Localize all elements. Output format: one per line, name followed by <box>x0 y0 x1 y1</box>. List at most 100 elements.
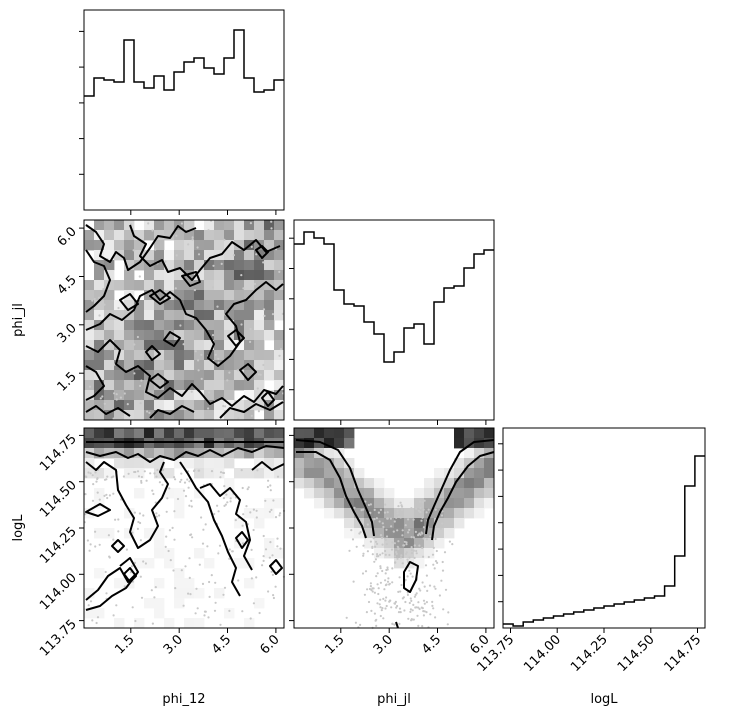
density-cell <box>164 488 175 499</box>
scatter-point <box>399 556 402 559</box>
scatter-point <box>217 361 220 364</box>
scatter-point <box>351 538 355 541</box>
scatter-point <box>242 513 245 516</box>
density-cell <box>214 330 225 341</box>
scatter-point <box>95 480 98 483</box>
histogram-phi_jl <box>294 231 494 363</box>
scatter-point <box>415 549 418 553</box>
density-cell <box>184 350 195 361</box>
density-cell <box>234 468 245 479</box>
density-cell <box>224 488 235 499</box>
density-cell <box>244 578 255 589</box>
density-cell <box>384 548 395 559</box>
scatter-point <box>261 564 264 567</box>
density-cell <box>194 260 205 271</box>
density-cell <box>124 300 135 311</box>
density-cell <box>194 230 205 241</box>
scatter-point <box>106 475 109 478</box>
scatter-point <box>415 606 418 609</box>
density-cell <box>94 330 105 341</box>
density-cell <box>124 360 135 371</box>
density-cell <box>174 350 185 361</box>
scatter-point <box>355 545 358 548</box>
scatter-point <box>412 618 415 621</box>
scatter-point <box>441 569 445 572</box>
scatter-point <box>201 542 205 545</box>
density-cell <box>94 468 105 479</box>
density-cell <box>434 498 445 509</box>
density-cell <box>174 260 185 271</box>
scatter-point <box>99 397 102 400</box>
scatter-point <box>115 393 118 396</box>
scatter-point <box>395 551 398 554</box>
scatter-point <box>415 552 418 555</box>
density-cell <box>244 508 255 519</box>
density-cell <box>474 458 485 469</box>
density-phi12-phijl <box>84 220 285 421</box>
scatter-point <box>228 557 231 560</box>
contour-line <box>227 329 245 347</box>
density-cell <box>164 448 175 459</box>
density-cell <box>124 230 135 241</box>
density-cell <box>84 240 95 251</box>
density-cell <box>164 270 175 281</box>
density-cell <box>204 410 215 421</box>
density-cell <box>174 290 185 301</box>
scatter-point <box>353 506 356 509</box>
density-cell <box>244 380 255 391</box>
scatter-point <box>190 505 193 508</box>
density-cell <box>84 340 95 351</box>
scatter-point <box>202 528 205 531</box>
contour-line <box>296 451 367 539</box>
y-axis-label-logL: logL <box>11 514 26 542</box>
density-cell <box>254 280 265 291</box>
scatter-point <box>188 504 191 507</box>
density-cell <box>84 330 95 341</box>
density-cell <box>144 558 155 569</box>
density-cell <box>244 290 255 301</box>
density-cell <box>224 428 235 439</box>
contour-line <box>149 373 169 389</box>
density-cell <box>124 380 135 391</box>
scatter-point <box>410 552 414 555</box>
scatter-point <box>256 469 259 472</box>
density-cell <box>114 300 125 311</box>
density-cell <box>314 498 325 509</box>
density-shading-layer <box>84 220 495 629</box>
contour-line <box>251 461 285 471</box>
density-cell <box>94 240 105 251</box>
density-cell <box>264 270 275 281</box>
contour-line <box>255 245 269 259</box>
density-cell <box>184 578 195 589</box>
scatter-point <box>140 596 144 599</box>
density-cell <box>454 428 465 439</box>
scatter-point <box>180 569 183 572</box>
density-cell <box>424 538 435 549</box>
density-cell <box>254 310 265 321</box>
scatter-point <box>366 588 369 591</box>
scatter-point <box>262 363 265 367</box>
scatter-point <box>417 601 420 604</box>
scatter-point <box>417 534 420 537</box>
scatter-point <box>144 562 147 565</box>
scatter-point <box>153 472 156 475</box>
contour-line <box>129 224 281 281</box>
scatter-point <box>203 614 206 617</box>
density-cell <box>264 350 275 361</box>
scatter-point <box>112 538 115 541</box>
density-cell <box>324 478 335 489</box>
density-cell <box>84 588 95 599</box>
density-cell <box>124 350 135 361</box>
scatter-point <box>348 549 351 552</box>
density-cell <box>104 468 115 479</box>
scatter-point <box>190 499 193 502</box>
scatter-point <box>204 523 207 526</box>
density-cell <box>474 508 485 519</box>
scatter-point <box>89 543 92 546</box>
scatter-point <box>423 585 426 588</box>
density-cell <box>324 438 335 449</box>
x-tick-label-phi_12: 6.0 <box>257 632 282 657</box>
scatter-point <box>361 572 365 575</box>
density-cell <box>234 400 245 411</box>
scatter-point <box>354 621 357 624</box>
